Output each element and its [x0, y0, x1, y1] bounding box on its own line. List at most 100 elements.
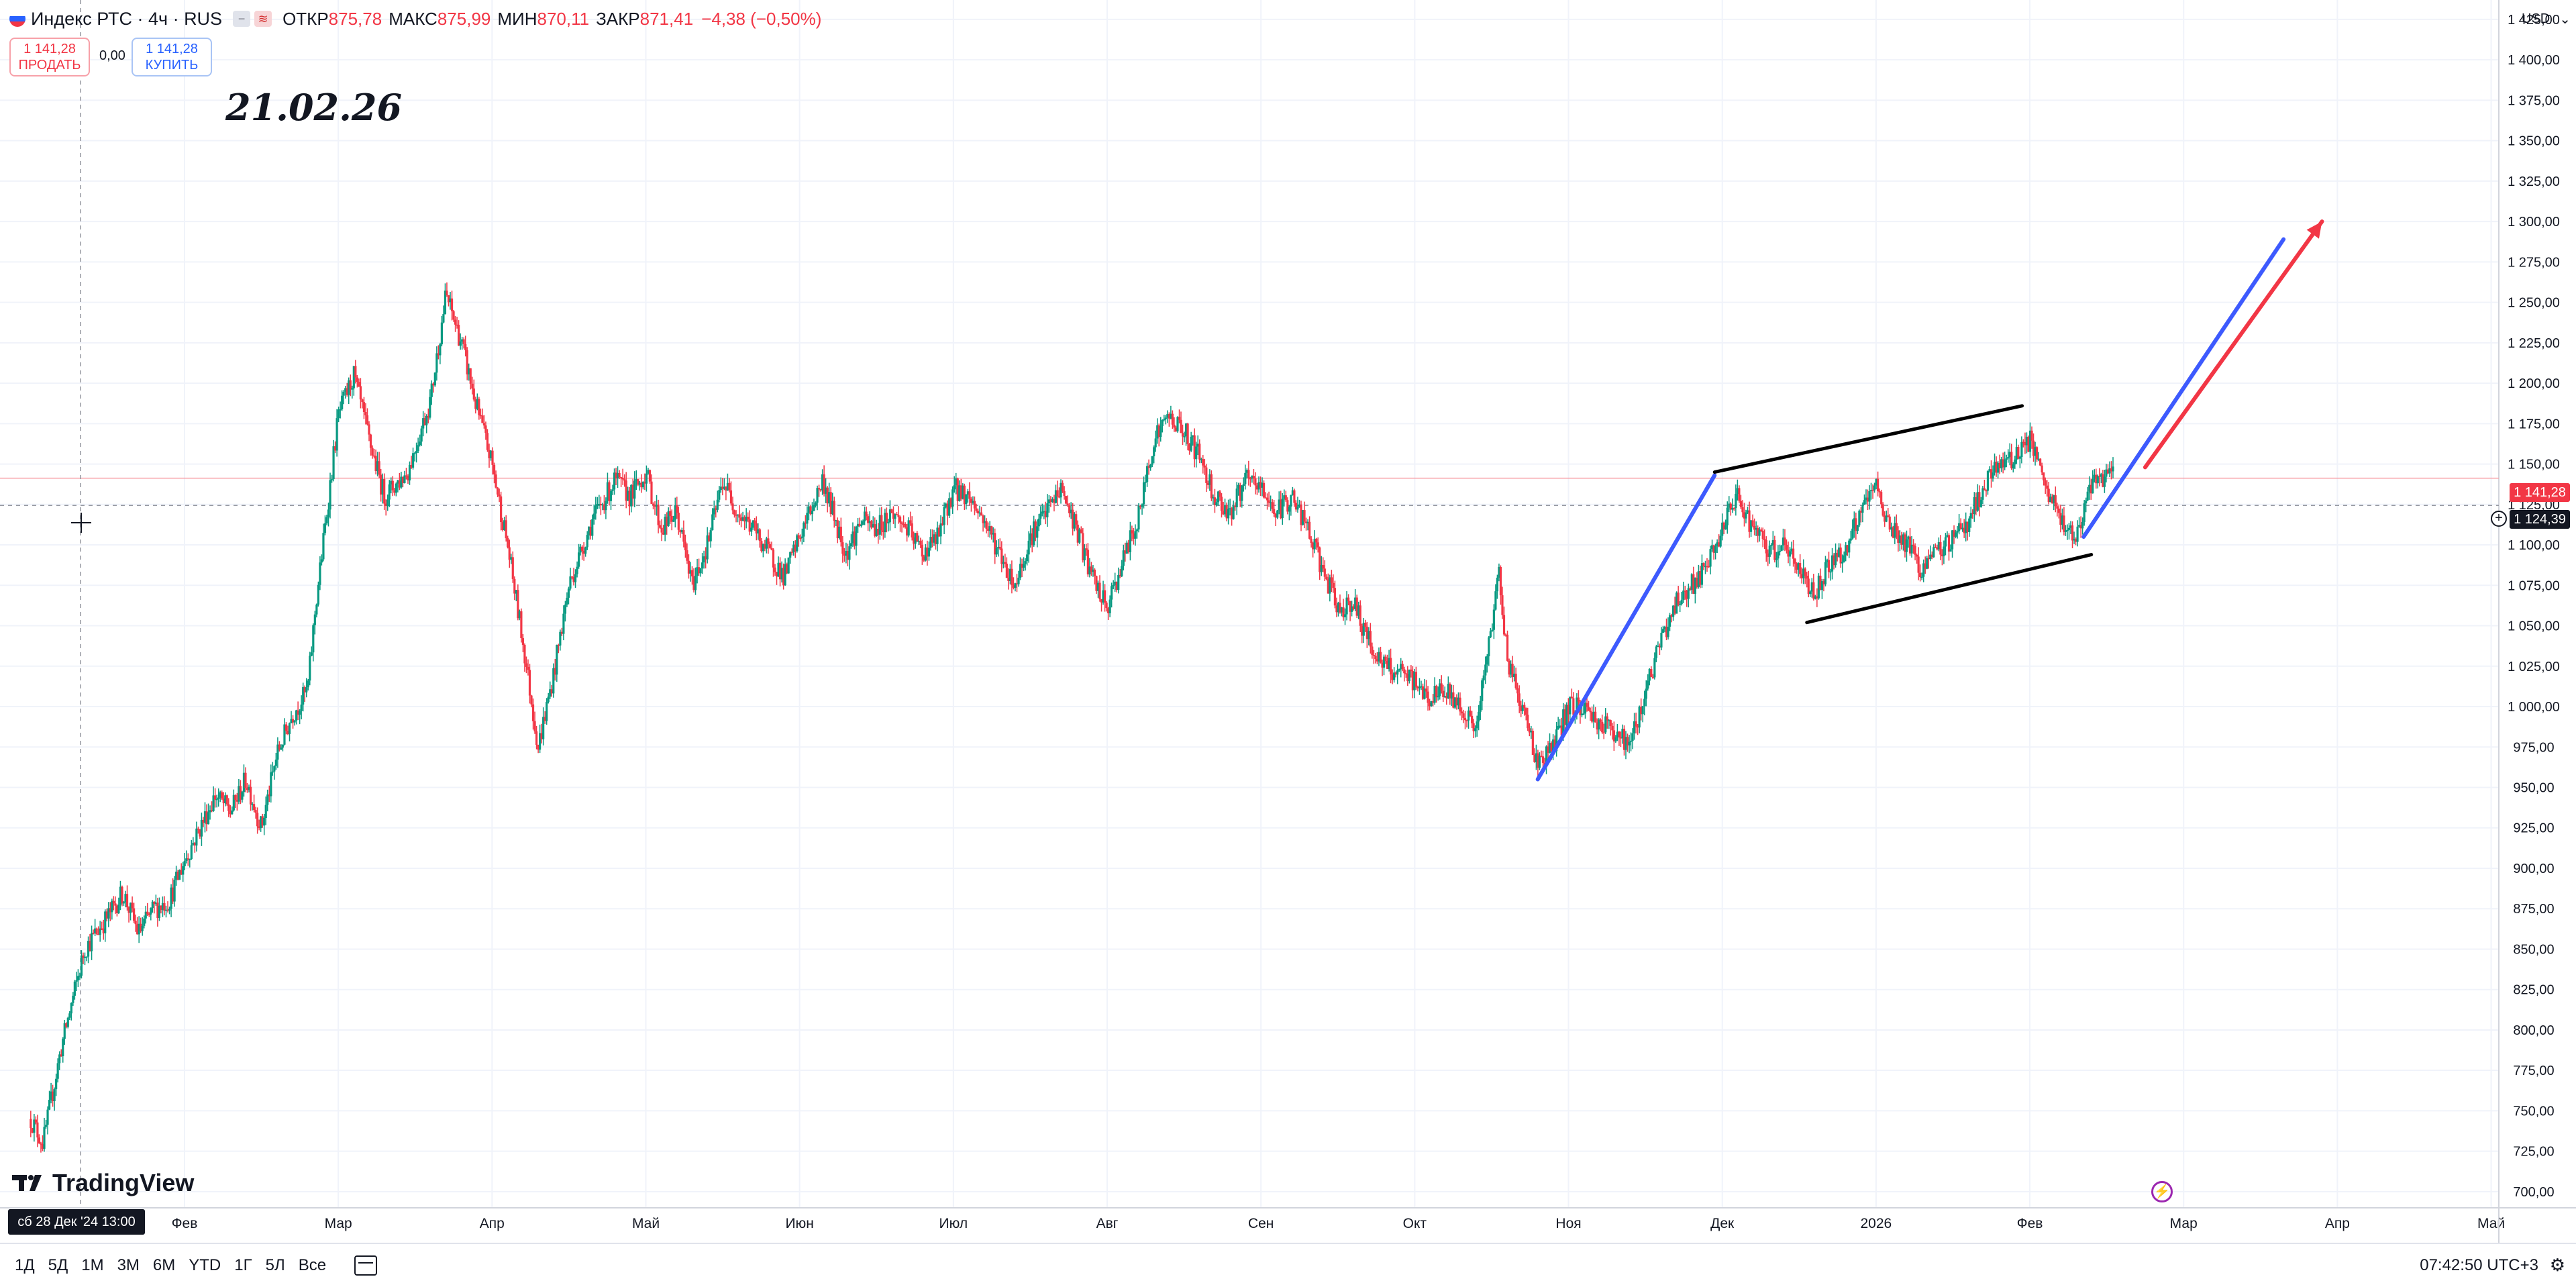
candle-body — [983, 521, 986, 523]
candle-body — [764, 544, 766, 549]
candle-body — [1794, 558, 1796, 564]
candle-body — [33, 1119, 36, 1133]
candle-body — [378, 461, 380, 475]
candle-body — [870, 521, 873, 528]
range-button-4[interactable]: 6М — [152, 1256, 176, 1274]
candle-body — [816, 488, 819, 503]
gear-icon[interactable]: ⚙ — [2549, 1255, 2565, 1275]
candle-body — [864, 511, 866, 521]
candle-body — [173, 879, 176, 902]
candle-body — [1388, 658, 1390, 669]
candle-body — [1968, 518, 1971, 532]
candle-body — [50, 1091, 52, 1100]
candle-body — [933, 534, 935, 543]
brand-text: TradingView — [52, 1169, 195, 1196]
candle-body — [638, 482, 641, 485]
candle-body — [1746, 510, 1749, 513]
candle-body — [723, 486, 725, 489]
candle-body — [291, 719, 295, 723]
candle-body — [627, 491, 629, 501]
candle-body — [745, 517, 748, 522]
candle-body — [1787, 550, 1790, 557]
waves-icon[interactable]: ≋ — [254, 11, 272, 27]
candle-body — [923, 556, 925, 561]
candle-body — [1060, 482, 1062, 498]
candle-body — [435, 353, 438, 373]
candle-body — [921, 544, 923, 557]
range-button-1[interactable]: 5Д — [48, 1256, 68, 1274]
candle-body — [493, 464, 496, 475]
range-button-6[interactable]: 1Г — [234, 1256, 252, 1274]
range-button-0[interactable]: 1Д — [15, 1256, 35, 1274]
candle-body — [1445, 696, 1448, 699]
candle-body — [1668, 615, 1671, 627]
cursor-price-tag: 1 124,39 — [2510, 510, 2570, 529]
candle-body — [1777, 552, 1780, 559]
candle-body — [1898, 535, 1901, 543]
candle-body — [1051, 499, 1054, 503]
candle-body — [970, 499, 973, 503]
tradingview-logo[interactable]: TradingView — [12, 1169, 194, 1197]
candle-body — [369, 434, 372, 448]
sell-button[interactable]: 1 141,28 ПРОДАТЬ — [9, 38, 90, 76]
candle-body — [489, 450, 493, 458]
candle-body — [987, 529, 990, 531]
candle-body — [729, 490, 733, 504]
candle-body — [484, 425, 487, 433]
range-button-7[interactable]: 5Л — [265, 1256, 285, 1274]
candle-body — [136, 924, 139, 935]
calendar-icon[interactable] — [354, 1255, 378, 1276]
range-button-8[interactable]: Все — [298, 1256, 327, 1274]
lightning-icon[interactable]: ⚡ — [2151, 1181, 2173, 1202]
buy-button[interactable]: 1 141,28 КУПИТЬ — [132, 38, 212, 76]
candle-body — [1817, 575, 1820, 599]
candle-body — [252, 804, 256, 811]
candle-body — [119, 886, 122, 905]
x-tick-label: Дек — [1710, 1216, 1735, 1231]
candle-body — [1227, 509, 1230, 519]
candle-body — [70, 1002, 72, 1014]
candle-body — [1569, 697, 1572, 715]
clock-display[interactable]: 07:42:50 UTC+3 — [2420, 1256, 2538, 1274]
currency-label: USD — [2522, 11, 2551, 26]
candle-body — [1802, 568, 1805, 578]
candle-body — [807, 506, 811, 513]
candle-body — [1812, 582, 1815, 599]
candle-body — [531, 704, 535, 721]
candle-body — [82, 955, 85, 958]
candle-body — [885, 513, 888, 523]
candle-body — [1166, 414, 1169, 418]
candle-body — [486, 433, 489, 450]
candle-body — [1244, 472, 1247, 484]
candle-body — [955, 478, 958, 486]
y-tick-label: 1 075,00 — [2508, 578, 2560, 593]
candle-body — [1704, 566, 1707, 568]
candle-body — [549, 689, 552, 697]
candle-body — [637, 479, 639, 485]
candle-body — [1788, 551, 1792, 557]
candle-body — [1161, 420, 1164, 427]
blue-trend-line-2 — [2081, 237, 2286, 539]
candle-body — [1430, 701, 1433, 707]
candle-body — [833, 501, 835, 521]
candle-body — [706, 535, 709, 560]
candle-body — [1093, 569, 1096, 576]
candle-body — [828, 492, 831, 504]
range-button-2[interactable]: 1М — [81, 1256, 104, 1274]
candle-body — [1021, 564, 1023, 568]
candle-body — [2024, 442, 2026, 446]
symbol-title[interactable]: Индекс РТС · 4ч · RUS — [31, 8, 223, 29]
candle-body — [882, 530, 884, 533]
candle-body — [52, 1091, 54, 1102]
range-button-5[interactable]: YTD — [189, 1256, 221, 1274]
add-plus-icon[interactable]: + — [2491, 511, 2507, 527]
candle-body — [234, 794, 237, 801]
range-button-3[interactable]: 3М — [117, 1256, 140, 1274]
date-annotation[interactable]: 21.02.26 — [225, 86, 403, 129]
currency-selector[interactable]: USD ⌄ — [2522, 11, 2571, 28]
y-tick-label: 825,00 — [2513, 983, 2554, 998]
minus-icon[interactable]: − — [233, 11, 251, 27]
candle-body — [599, 503, 602, 506]
candle-body — [1276, 510, 1279, 518]
